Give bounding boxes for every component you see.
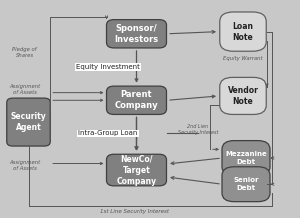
Text: Sponsor/
Investors: Sponsor/ Investors (114, 24, 159, 44)
FancyBboxPatch shape (220, 77, 266, 114)
Text: Assignment
of Assets: Assignment of Assets (9, 84, 40, 95)
FancyBboxPatch shape (7, 98, 50, 146)
Text: Vendor
Note: Vendor Note (228, 86, 258, 106)
Text: 1st Line Security Interest: 1st Line Security Interest (100, 209, 169, 213)
Text: Mezzanine
Debt: Mezzanine Debt (225, 151, 267, 165)
Text: Pledge of
Shares: Pledge of Shares (12, 47, 37, 58)
Text: Equity Investment: Equity Investment (76, 64, 140, 70)
Text: Senior
Debt: Senior Debt (233, 177, 259, 191)
FancyBboxPatch shape (106, 20, 167, 48)
Text: Equity Warrant: Equity Warrant (223, 56, 263, 61)
FancyBboxPatch shape (222, 167, 270, 202)
Text: Security
Agent: Security Agent (11, 112, 46, 132)
FancyBboxPatch shape (106, 86, 167, 114)
FancyBboxPatch shape (106, 154, 167, 186)
Text: NewCo/
Target
Company: NewCo/ Target Company (116, 154, 157, 186)
FancyBboxPatch shape (220, 12, 266, 51)
Text: Intra-Group Loan: Intra-Group Loan (78, 130, 138, 136)
FancyBboxPatch shape (222, 141, 270, 175)
Text: 2nd Lien
Security Interest: 2nd Lien Security Interest (178, 124, 218, 135)
Text: Parent
Company: Parent Company (115, 90, 158, 110)
Text: Loan
Note: Loan Note (232, 22, 254, 42)
Text: Assignment
of Assets: Assignment of Assets (9, 160, 40, 171)
